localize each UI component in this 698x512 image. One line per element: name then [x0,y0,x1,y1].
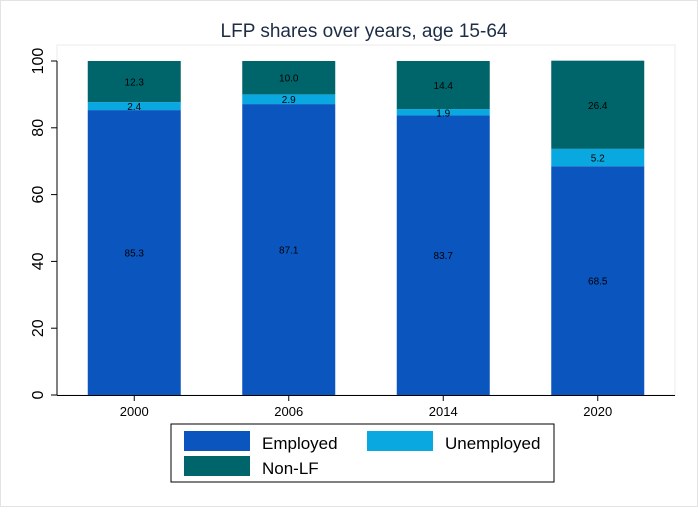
data-label: 2.4 [127,102,141,113]
chart-title: LFP shares over years, age 15-64 [221,21,508,42]
x-tick-label: 2020 [583,404,612,419]
bar-employed-2014 [396,115,490,395]
data-label: 12.3 [125,78,145,89]
data-label: 83.7 [434,251,454,262]
y-tick-label: 40 [30,252,47,270]
legend-label-employed: Employed [262,434,338,453]
y-tick-label: 60 [30,186,47,204]
x-tick-label: 2000 [120,404,149,419]
data-label: 1.9 [436,108,450,119]
bar-unemployed-2020 [551,148,645,167]
legend-swatch-unemployed [367,431,433,451]
bar-non-lf-2000 [87,61,181,103]
data-label: 87.1 [279,246,299,257]
data-label: 68.5 [588,277,608,288]
bar-non-lf-2006 [242,61,336,95]
x-tick-label: 2014 [429,404,458,419]
bar-employed-2020 [551,166,645,395]
data-label: 10.0 [279,74,299,85]
legend-label-non-lf: Non-LF [262,459,319,478]
data-label: 14.4 [434,81,454,92]
bar-employed-2000 [87,110,181,396]
bar-non-lf-2014 [396,61,490,110]
y-tick-label: 80 [30,119,47,137]
legend-swatch-employed [184,431,250,451]
legend-label-unemployed: Unemployed [445,434,540,453]
data-label: 26.4 [588,101,608,112]
y-tick-label: 20 [30,319,47,337]
data-label: 2.9 [282,95,296,106]
x-tick-label: 2006 [274,404,303,419]
y-tick-label: 0 [30,390,47,399]
data-label: 85.3 [125,249,145,260]
y-tick-label: 100 [30,48,47,75]
legend-swatch-non-lf [184,456,250,476]
bar-employed-2006 [242,104,336,395]
bar-unemployed-2006 [242,94,336,105]
bar-non-lf-2020 [551,60,645,149]
bar-unemployed-2014 [396,109,490,116]
data-label: 5.2 [591,154,605,165]
bar-unemployed-2000 [87,102,181,111]
